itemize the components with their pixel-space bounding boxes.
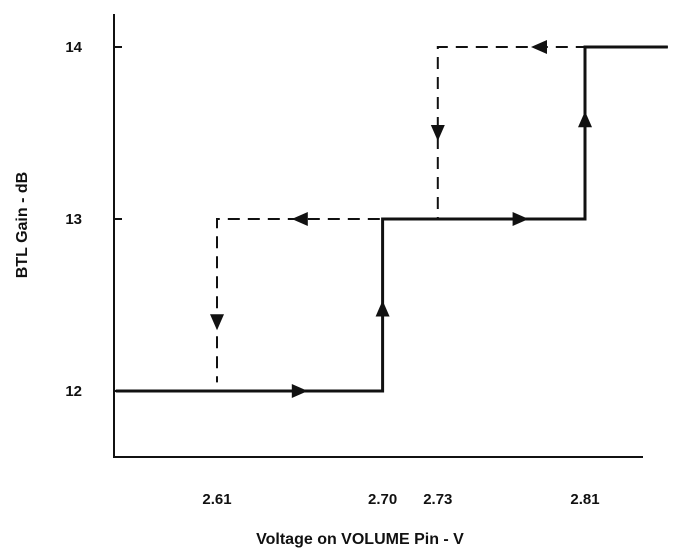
chart-ticks: 2.61 2.70 2.73 2.81 12 13 14 (65, 39, 599, 508)
direction-arrow-up (578, 111, 592, 128)
chart-arrows (210, 40, 592, 398)
y-tick-label: 12 (65, 383, 82, 400)
x-axis-title: Voltage on VOLUME Pin - V (256, 531, 464, 548)
y-tick-label: 13 (65, 211, 82, 228)
x-tick-label: 2.70 (368, 491, 397, 508)
direction-arrow-right (291, 384, 308, 398)
direction-arrow-up (375, 300, 390, 317)
chart-axes (113, 14, 643, 458)
x-tick-label: 2.81 (570, 491, 599, 508)
direction-arrow-right (512, 212, 529, 226)
direction-arrow-down (430, 125, 445, 141)
direction-arrow-left (531, 40, 547, 54)
x-tick-label: 2.73 (423, 491, 452, 508)
direction-arrow-left (291, 212, 308, 226)
chart-series (115, 45, 668, 393)
direction-arrow-down (210, 314, 224, 331)
y-axis-title: BTL Gain - dB (14, 172, 31, 278)
x-tick-label: 2.61 (202, 491, 231, 508)
y-tick-label: 14 (65, 39, 82, 56)
decreasing-gain-line (216, 46, 668, 383)
